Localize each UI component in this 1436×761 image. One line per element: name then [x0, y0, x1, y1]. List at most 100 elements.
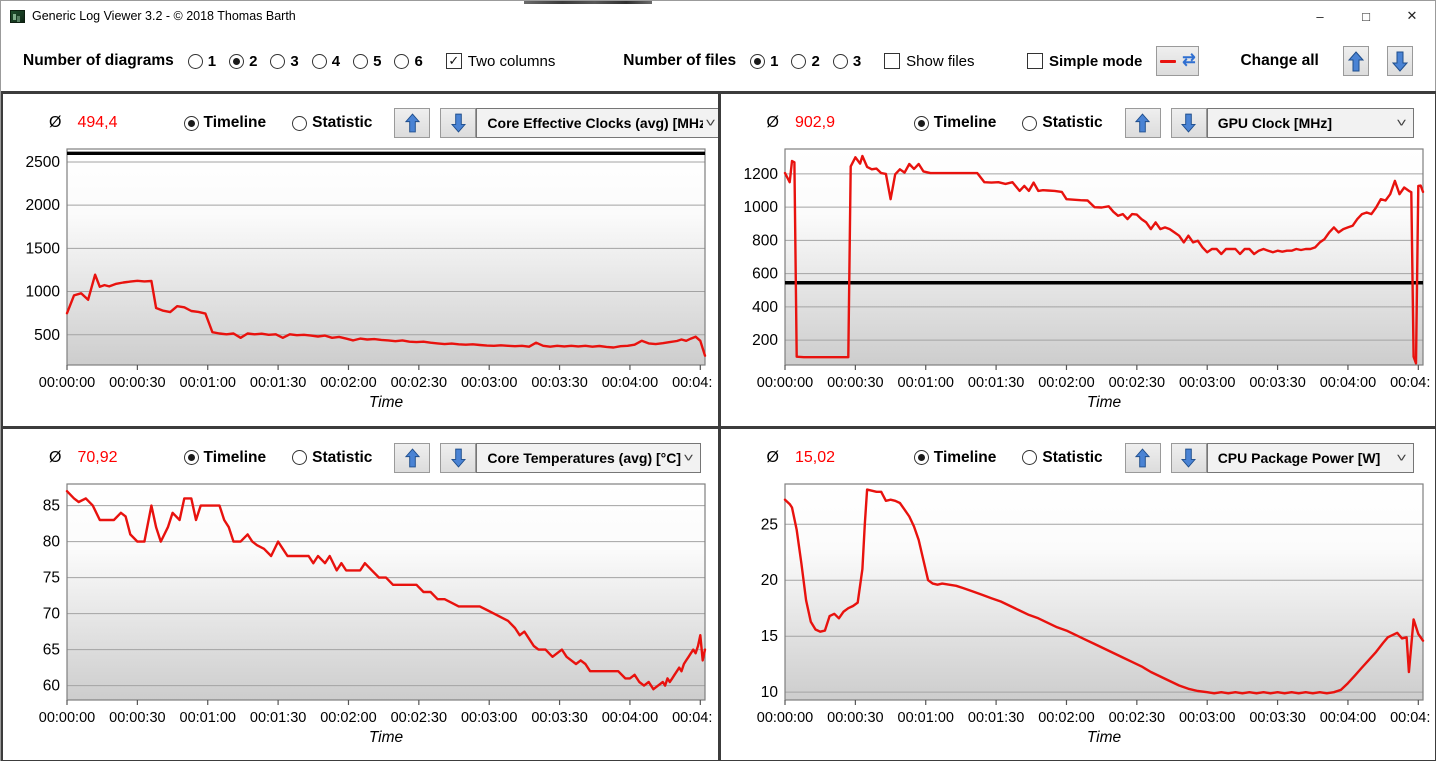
change-all-label: Change all — [1240, 52, 1319, 69]
svg-text:25: 25 — [760, 516, 777, 533]
metric-dropdown[interactable]: GPU Clock [MHz] ˅ — [1206, 108, 1414, 138]
timeline-radio[interactable]: Timeline — [913, 449, 996, 467]
svg-text:00:03:30: 00:03:30 — [531, 710, 587, 726]
svg-text:00:02:00: 00:02:00 — [320, 710, 376, 726]
show-files-checkbox[interactable]: Show files — [884, 53, 975, 70]
timeline-chart: 60 65 70 75 80 85 00:00:00 00:00:30 00:01:00 00:0… — [39, 482, 713, 746]
chevron-down-icon: ˅ — [683, 450, 694, 465]
svg-text:00:03:30: 00:03:30 — [1249, 710, 1305, 726]
radio-selected-icon — [750, 53, 766, 69]
change-all-up-button[interactable] — [1342, 46, 1369, 76]
svg-text:60: 60 — [43, 677, 61, 694]
file-count-1[interactable]: 1 — [750, 53, 778, 70]
file-count-group: 1 2 3 — [750, 53, 874, 70]
statistic-radio[interactable]: Statistic — [292, 114, 372, 132]
file-count-3[interactable]: 3 — [832, 53, 861, 70]
diagram-count-group: 1 2 3 4 5 6 — [187, 53, 436, 70]
svg-text:00:01:00: 00:01:00 — [897, 375, 953, 391]
move-up-button[interactable] — [394, 108, 431, 138]
diagram-panel-1: Ø 494,4 Timeline Statistic Core Effectiv… — [3, 94, 718, 426]
two-columns-checkbox[interactable]: ✓ Two columns — [445, 53, 555, 70]
maximize-button[interactable]: □ — [1362, 8, 1370, 24]
svg-text:00:03:00: 00:03:00 — [461, 710, 517, 726]
svg-text:80: 80 — [43, 533, 61, 550]
svg-text:2000: 2000 — [26, 197, 61, 214]
svg-text:00:00:00: 00:00:00 — [756, 710, 812, 726]
statistic-radio[interactable]: Statistic — [292, 449, 372, 467]
radio-icon — [292, 115, 308, 131]
metric-dropdown[interactable]: CPU Package Power [W] ˅ — [1206, 442, 1414, 473]
diagram-count-5[interactable]: 5 — [353, 53, 381, 70]
svg-text:00:00:00: 00:00:00 — [756, 375, 812, 391]
close-button[interactable]: ✕ — [1406, 8, 1418, 23]
minimize-button[interactable]: – — [1316, 8, 1324, 24]
svg-text:00:00:30: 00:00:30 — [827, 375, 883, 391]
svg-text:00:03:30: 00:03:30 — [1249, 375, 1305, 391]
radio-selected-icon — [913, 115, 929, 131]
move-up-button[interactable] — [1124, 442, 1161, 473]
svg-text:Time: Time — [369, 729, 404, 746]
svg-text:00:02:30: 00:02:30 — [391, 710, 447, 726]
svg-text:00:00:30: 00:00:30 — [109, 710, 165, 726]
svg-text:70: 70 — [43, 605, 61, 622]
svg-text:00:03:00: 00:03:00 — [1178, 710, 1234, 726]
timeline-radio[interactable]: Timeline — [913, 114, 996, 132]
metric-dropdown[interactable]: Core Temperatures (avg) [°C] ˅ — [476, 442, 702, 473]
radio-icon — [270, 53, 286, 69]
diagram-count-4[interactable]: 4 — [311, 53, 340, 70]
svg-text:1500: 1500 — [26, 240, 61, 257]
diagram-panel-4: Ø 15,02 Timeline Statistic CPU Package P… — [720, 428, 1435, 760]
timeline-radio[interactable]: Timeline — [183, 449, 266, 467]
average-symbol: Ø — [49, 448, 62, 466]
metric-dropdown[interactable]: Core Effective Clocks (avg) [MHz] ˅ — [476, 108, 718, 138]
svg-text:85: 85 — [43, 497, 60, 514]
arrow-up-icon — [1347, 50, 1364, 71]
svg-text:65: 65 — [43, 641, 60, 658]
radio-icon — [311, 53, 327, 69]
move-down-button[interactable] — [440, 442, 477, 473]
svg-text:00:01:00: 00:01:00 — [897, 710, 953, 726]
svg-text:Time: Time — [369, 394, 404, 411]
change-all-down-button[interactable] — [1386, 46, 1413, 76]
arrow-up-icon — [404, 113, 420, 133]
radio-icon — [791, 53, 807, 69]
screenshot-artifact — [524, 1, 652, 4]
file-count-2[interactable]: 2 — [791, 53, 820, 70]
svg-text:00:00:00: 00:00:00 — [39, 375, 95, 391]
statistic-radio[interactable]: Statistic — [1022, 114, 1103, 132]
svg-text:00:00:30: 00:00:30 — [109, 375, 165, 391]
move-up-button[interactable] — [1124, 108, 1161, 138]
svg-text:800: 800 — [752, 232, 778, 249]
svg-text:500: 500 — [34, 327, 60, 344]
radio-icon — [292, 450, 308, 465]
radio-icon — [353, 53, 369, 69]
move-up-button[interactable] — [394, 442, 431, 473]
timeline-radio[interactable]: Timeline — [183, 114, 266, 132]
titlebar: Generic Log Viewer 3.2 - © 2018 Thomas B… — [1, 1, 1435, 31]
move-down-button[interactable] — [440, 108, 477, 138]
radio-selected-icon — [183, 115, 199, 131]
chevron-down-icon: ˅ — [1396, 450, 1407, 465]
svg-text:1000: 1000 — [26, 284, 61, 301]
line-color-icon — [1160, 59, 1177, 63]
chevron-down-icon: ˅ — [705, 116, 717, 130]
diagram-count-1[interactable]: 1 — [187, 53, 216, 70]
radio-icon — [187, 53, 203, 69]
window-title: Generic Log Viewer 3.2 - © 2018 Thomas B… — [32, 9, 296, 23]
svg-text:1000: 1000 — [743, 199, 778, 216]
diagram-panel-3: Ø 70,92 Timeline Statistic Core Temperat… — [3, 428, 718, 760]
diagram-count-3[interactable]: 3 — [270, 53, 299, 70]
average-value: 902,9 — [794, 114, 835, 131]
arrow-down-icon — [1181, 448, 1197, 468]
statistic-radio[interactable]: Statistic — [1022, 449, 1103, 467]
refresh-line-button[interactable]: ⇄ — [1156, 46, 1200, 76]
svg-text:00:04:30: 00:04:30 — [672, 710, 713, 726]
app-icon — [10, 9, 25, 23]
diagram-count-6[interactable]: 6 — [394, 53, 423, 70]
move-down-button[interactable] — [1170, 442, 1207, 473]
simple-mode-checkbox[interactable]: Simple mode — [1027, 53, 1142, 70]
move-down-button[interactable] — [1170, 108, 1207, 138]
svg-text:Time: Time — [1086, 394, 1121, 411]
diagram-count-2[interactable]: 2 — [229, 53, 257, 70]
